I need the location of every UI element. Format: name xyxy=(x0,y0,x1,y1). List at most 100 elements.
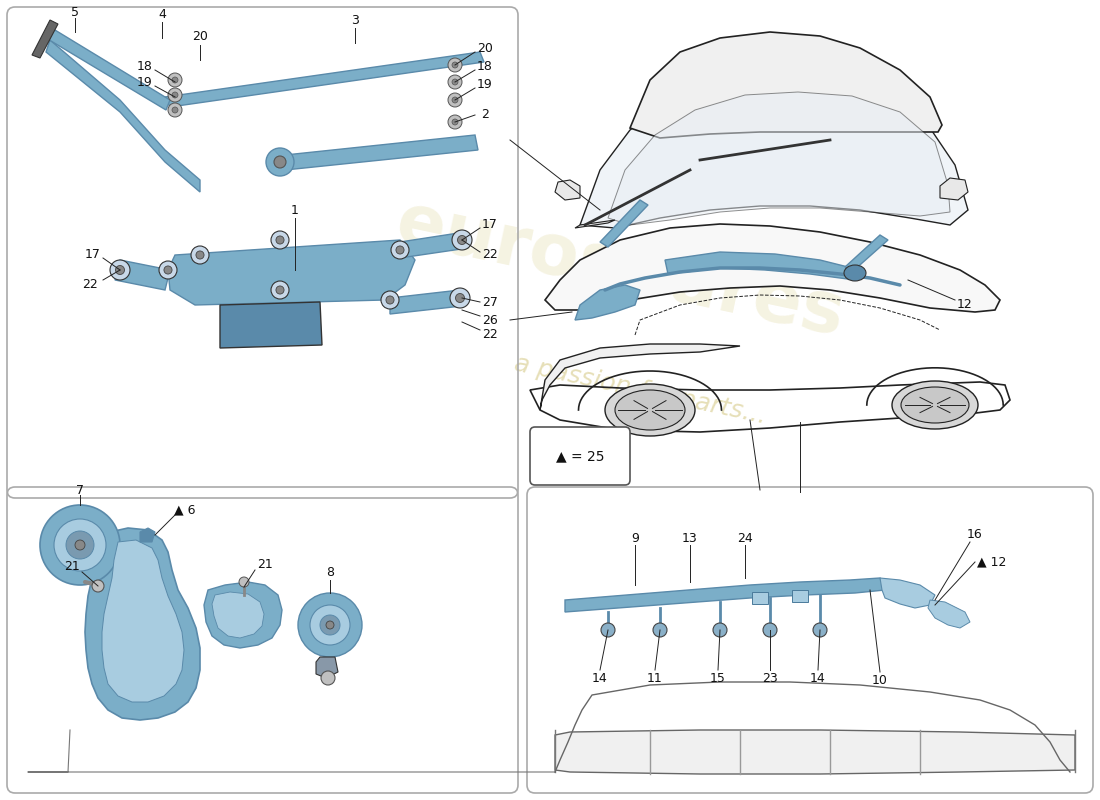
Polygon shape xyxy=(220,302,322,348)
Polygon shape xyxy=(544,224,1000,312)
Polygon shape xyxy=(116,260,170,290)
Polygon shape xyxy=(556,730,1075,774)
Circle shape xyxy=(381,291,399,309)
Circle shape xyxy=(452,119,458,125)
Text: 9: 9 xyxy=(631,531,639,545)
Circle shape xyxy=(92,580,104,592)
Polygon shape xyxy=(46,40,200,192)
Circle shape xyxy=(452,79,458,85)
Polygon shape xyxy=(666,252,860,280)
Circle shape xyxy=(40,505,120,585)
Text: 22: 22 xyxy=(82,278,98,291)
Text: 23: 23 xyxy=(762,671,778,685)
Polygon shape xyxy=(400,232,468,258)
Text: 12: 12 xyxy=(957,298,972,310)
Polygon shape xyxy=(140,528,155,542)
Text: 19: 19 xyxy=(477,78,493,91)
Polygon shape xyxy=(85,528,200,720)
Polygon shape xyxy=(46,27,170,110)
Polygon shape xyxy=(575,285,640,320)
Circle shape xyxy=(276,286,284,294)
Text: 8: 8 xyxy=(326,566,334,578)
Circle shape xyxy=(116,266,124,274)
Polygon shape xyxy=(556,180,580,200)
Text: 18: 18 xyxy=(477,61,493,74)
Polygon shape xyxy=(165,52,484,107)
Ellipse shape xyxy=(901,387,969,423)
Circle shape xyxy=(168,73,182,87)
FancyBboxPatch shape xyxy=(530,427,630,485)
Circle shape xyxy=(450,288,470,308)
Circle shape xyxy=(321,671,336,685)
Text: 22: 22 xyxy=(482,329,498,342)
Circle shape xyxy=(66,531,94,559)
Circle shape xyxy=(653,623,667,637)
Circle shape xyxy=(168,103,182,117)
Polygon shape xyxy=(212,592,264,638)
Polygon shape xyxy=(630,32,942,138)
Circle shape xyxy=(390,241,409,259)
Polygon shape xyxy=(845,235,888,272)
Circle shape xyxy=(763,623,777,637)
Polygon shape xyxy=(285,135,478,170)
Text: 20: 20 xyxy=(477,42,493,55)
Ellipse shape xyxy=(615,390,685,430)
Circle shape xyxy=(326,621,334,629)
Circle shape xyxy=(452,230,472,250)
Circle shape xyxy=(458,235,466,245)
Circle shape xyxy=(164,266,172,274)
Text: 20: 20 xyxy=(192,30,208,43)
Text: 21: 21 xyxy=(64,561,80,574)
Polygon shape xyxy=(880,578,935,608)
Ellipse shape xyxy=(892,381,978,429)
Circle shape xyxy=(310,605,350,645)
Polygon shape xyxy=(390,290,462,314)
Polygon shape xyxy=(102,540,184,702)
Polygon shape xyxy=(168,240,415,305)
Polygon shape xyxy=(565,578,886,612)
Circle shape xyxy=(452,62,458,68)
Text: 5: 5 xyxy=(72,6,79,18)
Circle shape xyxy=(713,623,727,637)
Polygon shape xyxy=(752,592,768,604)
Circle shape xyxy=(160,261,177,279)
Polygon shape xyxy=(32,20,58,58)
Text: 18: 18 xyxy=(138,61,153,74)
Text: ▲ = 25: ▲ = 25 xyxy=(556,449,604,463)
Text: 24: 24 xyxy=(737,531,752,545)
Circle shape xyxy=(320,615,340,635)
Circle shape xyxy=(191,246,209,264)
Text: 26: 26 xyxy=(482,314,498,326)
Text: a passion for parts...: a passion for parts... xyxy=(512,351,768,429)
Circle shape xyxy=(455,294,464,302)
Circle shape xyxy=(172,107,178,113)
Circle shape xyxy=(239,577,249,587)
Ellipse shape xyxy=(605,384,695,436)
Polygon shape xyxy=(580,80,968,228)
Text: ▲ 6: ▲ 6 xyxy=(174,503,196,517)
Circle shape xyxy=(813,623,827,637)
Circle shape xyxy=(274,156,286,168)
Text: 16: 16 xyxy=(967,529,983,542)
Text: ▲ 12: ▲ 12 xyxy=(977,555,1007,569)
Text: 4: 4 xyxy=(158,7,166,21)
Text: 17: 17 xyxy=(85,249,101,262)
Text: 14: 14 xyxy=(592,671,608,685)
Circle shape xyxy=(172,92,178,98)
Circle shape xyxy=(54,519,106,571)
Polygon shape xyxy=(204,582,282,648)
Polygon shape xyxy=(540,344,740,410)
Circle shape xyxy=(266,148,294,176)
Text: 13: 13 xyxy=(682,531,697,545)
Circle shape xyxy=(196,251,205,259)
Circle shape xyxy=(168,88,182,102)
Polygon shape xyxy=(316,657,338,678)
Text: 3: 3 xyxy=(351,14,359,26)
Ellipse shape xyxy=(844,265,866,281)
Polygon shape xyxy=(928,600,970,628)
Text: 2: 2 xyxy=(481,109,488,122)
Text: 15: 15 xyxy=(711,671,726,685)
Text: 21: 21 xyxy=(257,558,273,571)
Text: 14: 14 xyxy=(810,671,826,685)
Text: 10: 10 xyxy=(872,674,888,686)
